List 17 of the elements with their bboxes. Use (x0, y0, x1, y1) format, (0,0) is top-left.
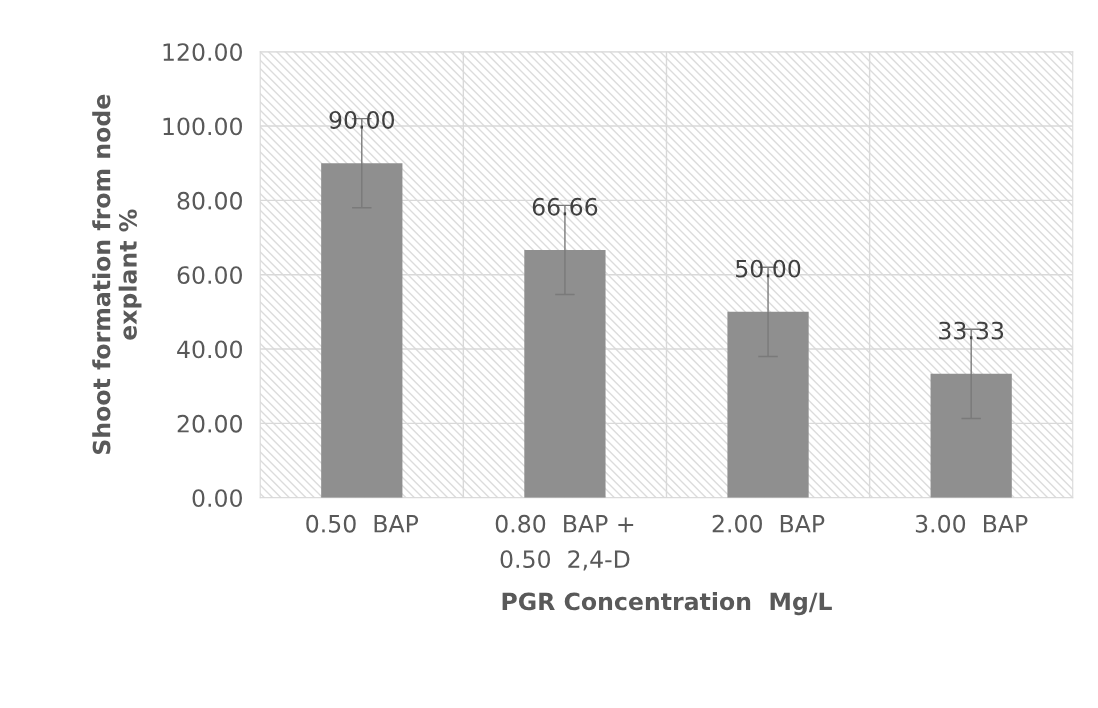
y-axis-title: Shoot formation from node explant % (92, 94, 142, 454)
x-tick-label: 2.00 BAP (712, 514, 825, 533)
y-tick-label: 120.00 (163, 43, 242, 61)
x-tick-label: 3.00 BAP (915, 514, 1028, 533)
y-tick-label: 60.00 (177, 266, 242, 285)
data-label: 33.33 (939, 321, 1004, 340)
y-tick-label: 80.00 (177, 191, 242, 210)
x-tick-label: 0.50 BAP (306, 514, 419, 533)
y-tick-label: 20.00 (177, 414, 242, 433)
x-tick-label: 0.80 BAP + 0.50 2,4-D (495, 514, 634, 571)
y-tick-label: 40.00 (177, 340, 242, 359)
y-tick-label: 0.00 (192, 489, 242, 508)
data-label: 90.00 (329, 111, 395, 129)
data-label: 66.66 (532, 197, 598, 216)
data-label: 50.00 (736, 259, 801, 278)
x-axis-title: PGR Concentration Mg/L (502, 592, 832, 616)
y-tick-label: 100.00 (163, 117, 242, 136)
